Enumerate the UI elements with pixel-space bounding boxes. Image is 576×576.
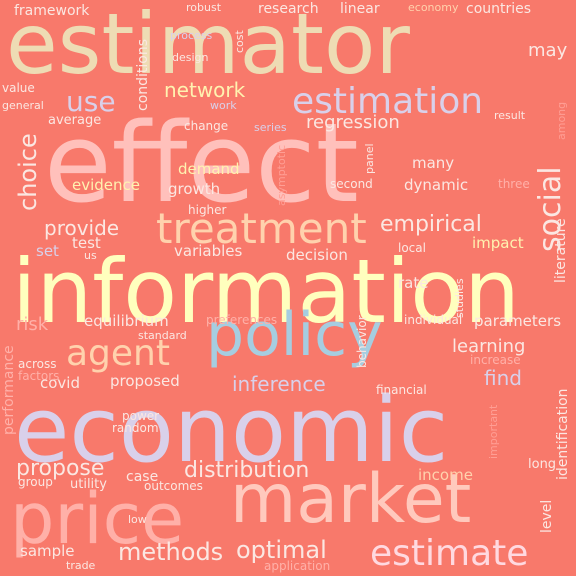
word-risk: risk — [16, 314, 49, 335]
word-us: us — [84, 249, 97, 262]
word-research: research — [258, 1, 319, 17]
word-second: second — [330, 177, 373, 191]
word-linear: linear — [340, 1, 380, 17]
word-factors: factors — [18, 369, 60, 383]
word-agent: agent — [66, 333, 170, 374]
word-demand: demand — [178, 160, 240, 178]
word-countries: countries — [466, 1, 532, 17]
word-level: level — [539, 500, 555, 534]
word-optimal: optimal — [236, 536, 327, 564]
word-increase: increase — [470, 353, 521, 367]
word-asymptotic: asymptotic — [275, 145, 288, 207]
word-covid: covid — [40, 374, 80, 392]
word-propose: propose — [16, 456, 105, 481]
word-decision: decision — [286, 246, 348, 264]
word-evidence: evidence — [72, 176, 141, 194]
word-value: value — [2, 81, 35, 95]
word-regression: regression — [306, 112, 400, 133]
word-find: find — [484, 366, 522, 390]
word-literature: literature — [553, 218, 569, 283]
word-performance: performance — [1, 345, 17, 436]
word-individual: individual — [404, 313, 463, 327]
word-important: important — [487, 405, 500, 460]
word-three: three — [498, 177, 530, 191]
word-case: case — [126, 469, 159, 485]
word-random: random — [112, 421, 159, 435]
word-low: low — [128, 513, 147, 526]
word-among: among — [555, 101, 568, 141]
word-market: market — [230, 460, 472, 539]
word-price: price — [10, 478, 185, 560]
word-result: result — [494, 109, 526, 122]
word-robust: robust — [186, 1, 222, 14]
word-estimate: estimate — [370, 533, 529, 574]
word-change: change — [184, 119, 229, 133]
word-rate: rate — [398, 274, 429, 292]
word-power: power — [122, 409, 160, 423]
word-conditions: conditions — [135, 38, 151, 111]
word-provide: provide — [44, 216, 120, 240]
word-dynamic: dynamic — [404, 176, 469, 194]
word-long: long — [528, 457, 557, 472]
word-proposed: proposed — [110, 372, 180, 390]
word-test: test — [72, 234, 101, 252]
word-effect: effect — [44, 99, 359, 227]
word-identification: identification — [555, 387, 571, 480]
word-studies: studies — [453, 278, 466, 318]
word-process: process — [170, 29, 213, 42]
word-higher: higher — [188, 203, 227, 217]
word-framework: framework — [14, 3, 90, 19]
word-standard: standard — [138, 329, 187, 342]
word-estimator: estimator — [6, 0, 410, 93]
word-treatment: treatment — [156, 204, 367, 253]
word-group: group — [18, 475, 53, 489]
word-trade: trade — [66, 559, 96, 572]
word-use: use — [66, 85, 116, 118]
word-design: design — [172, 51, 209, 64]
word-income: income — [418, 466, 473, 484]
word-behavior: behavior — [355, 314, 369, 368]
word-average: average — [48, 113, 102, 128]
word-growth: growth — [168, 180, 221, 198]
word-economy: economy — [408, 1, 459, 14]
word-application: application — [264, 559, 331, 573]
word-outcomes: outcomes — [144, 479, 203, 493]
word-may: may — [528, 40, 568, 61]
word-network: network — [164, 78, 246, 102]
word-estimation: estimation — [292, 81, 484, 122]
word-across: across — [18, 357, 57, 371]
word-panel: panel — [363, 143, 376, 175]
word-utility: utility — [70, 477, 107, 492]
word-choice: choice — [14, 133, 42, 212]
word-preferences: preferences — [206, 313, 278, 327]
word-methods: methods — [118, 538, 224, 566]
word-impact: impact — [472, 234, 524, 252]
word-empirical: empirical — [380, 212, 482, 237]
word-series: series — [254, 121, 287, 134]
word-cost: cost — [233, 30, 246, 54]
word-information: information — [12, 240, 520, 343]
word-economic: economic — [14, 378, 449, 483]
word-policy: policy — [206, 300, 383, 370]
word-many: many — [412, 154, 455, 172]
word-sample: sample — [20, 542, 75, 560]
word-parameters: parameters — [474, 312, 562, 330]
word-general: general — [2, 99, 44, 112]
word-work: work — [210, 99, 237, 112]
word-learning: learning — [452, 336, 526, 357]
word-equilibrium: equilibrium — [84, 312, 169, 330]
word-local: local — [398, 241, 426, 255]
word-financial: financial — [376, 383, 427, 397]
word-inference: inference — [232, 372, 326, 396]
word-variables: variables — [174, 242, 243, 260]
word-set: set — [36, 242, 59, 260]
word-distribution: distribution — [184, 458, 310, 483]
